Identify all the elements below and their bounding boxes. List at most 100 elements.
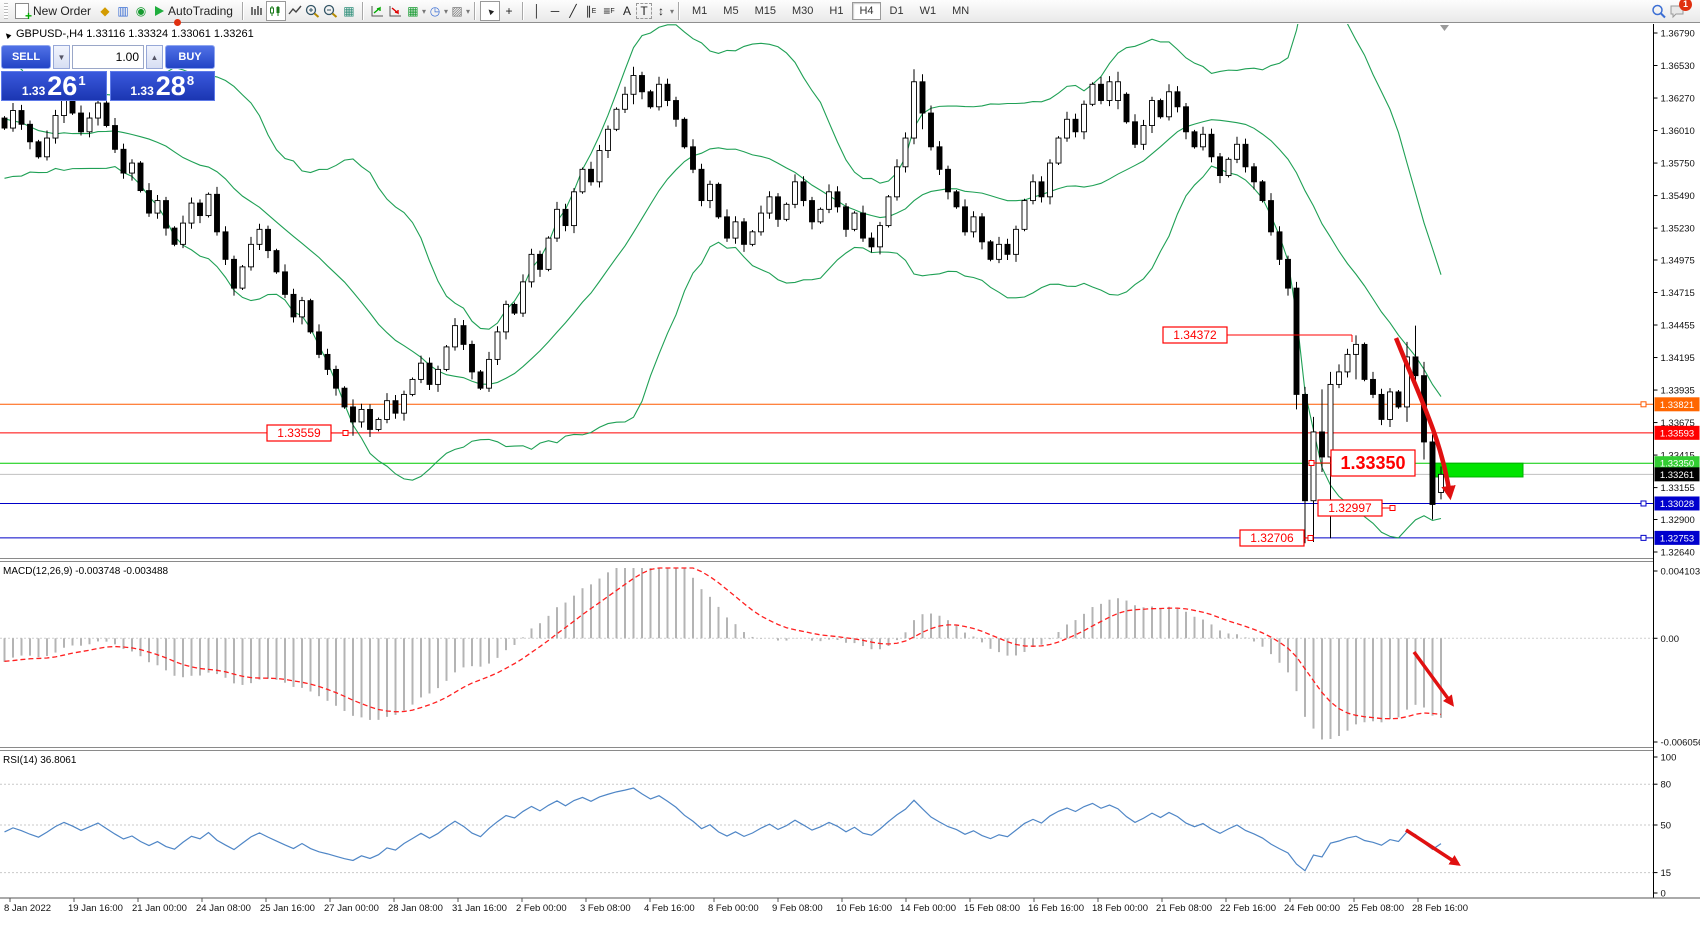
price-annotation-box[interactable] (1330, 449, 1416, 477)
axis-tick-label: 1.33155 (1661, 483, 1695, 494)
timeframe-button-M1[interactable]: M1 (692, 5, 708, 17)
time-axis-label: 10 Feb 16:00 (836, 903, 892, 914)
template-icon[interactable]: ▨ (451, 4, 463, 18)
candle-body (868, 237, 875, 248)
charts-window-icon[interactable]: ▥ (117, 4, 129, 18)
candle-body (698, 168, 705, 202)
fibonacci-tool-icon[interactable]: ≡ F (603, 4, 615, 18)
price-tag (1654, 425, 1700, 440)
new-order-button[interactable]: New Order (10, 1, 96, 23)
vertical-line-tool-icon[interactable]: │ (533, 4, 541, 18)
bollinger-bands (4, 24, 1442, 539)
candle-body (392, 400, 399, 414)
time-axis-label: 25 Feb 08:00 (1348, 903, 1404, 914)
tile-windows-icon[interactable]: ▦ (343, 4, 355, 18)
dropdown-icon[interactable]: ▾ (670, 6, 675, 16)
candle-body (1030, 181, 1036, 202)
candle-body (766, 196, 773, 214)
rsi-axis-label: 0 (1661, 889, 1666, 900)
candle-body (1353, 343, 1359, 355)
candle-body (1208, 133, 1215, 158)
channel-tool-icon[interactable]: ∥ E (585, 4, 597, 18)
arrows-tool-icon[interactable]: ↕ (658, 4, 664, 18)
signals-icon[interactable]: ◉ (135, 4, 147, 18)
candle-body (120, 148, 127, 174)
buy-button[interactable]: BUY (165, 45, 215, 69)
candle-body (10, 110, 16, 129)
dropdown-icon[interactable]: ▾ (465, 6, 470, 16)
axis-tick-label: 1.33935 (1661, 386, 1695, 397)
candle-body (1072, 118, 1079, 133)
zoom-in-icon[interactable] (304, 2, 322, 20)
price-annotation-box[interactable] (1162, 326, 1228, 344)
level-anchor[interactable] (1640, 534, 1647, 541)
price-annotation-box[interactable] (1317, 499, 1383, 517)
shift-marker-icon[interactable] (1440, 25, 1449, 31)
axis-tick-label: 1.35490 (1661, 191, 1695, 202)
timeframe-button-H1[interactable]: H1 (829, 5, 844, 17)
crosshair-tool-icon[interactable]: + (505, 4, 513, 18)
volume-increase-button[interactable]: ▲ (146, 45, 163, 69)
cursor-tool-icon[interactable]: ▲ (480, 1, 500, 21)
yellow-arrow-icon[interactable]: ◆ (100, 4, 110, 18)
volume-decrease-button[interactable]: ▼ (53, 45, 70, 69)
price-annotation-box[interactable] (266, 424, 332, 442)
search-icon[interactable] (1650, 2, 1668, 20)
time-axis-label: 4 Feb 16:00 (644, 903, 695, 914)
trendline-tool-icon[interactable]: ╱ (569, 4, 577, 18)
time-axis-label: 15 Feb 08:00 (964, 903, 1020, 914)
candle-body (27, 123, 33, 143)
zoom-out-icon[interactable] (322, 2, 340, 20)
candle-body (588, 168, 594, 183)
timeframe-button-M5[interactable]: M5 (723, 5, 739, 17)
level-anchor[interactable] (1640, 401, 1647, 408)
candle-body (622, 93, 628, 110)
timeframe-button-MN[interactable]: MN (952, 5, 970, 17)
candle-body (571, 191, 577, 227)
candlestick-chart-icon[interactable] (265, 1, 286, 21)
timeframe-button-D1[interactable]: D1 (889, 5, 904, 17)
text-label-tool-icon[interactable]: T (636, 3, 652, 19)
candle-body (1081, 103, 1087, 133)
red-arrow-annotation[interactable] (1412, 650, 1454, 707)
candle-body (44, 137, 50, 158)
red-arrow-annotation[interactable] (1393, 337, 1456, 501)
chat-icon[interactable]: 1 (1668, 0, 1692, 20)
toolbar-grip[interactable] (4, 3, 8, 19)
period-clock-icon[interactable]: ◷ (429, 4, 441, 18)
timeframe-button-M15[interactable]: M15 (754, 5, 776, 17)
candle-body (1021, 200, 1028, 230)
timeframe-button-M30[interactable]: M30 (791, 5, 814, 17)
candle-body (1004, 243, 1011, 255)
candle-body (1429, 441, 1436, 505)
macd-signal-line (4, 567, 1442, 720)
macd-axis-label: 0.004103 (1661, 567, 1700, 578)
dropdown-icon[interactable]: ▾ (421, 6, 426, 16)
level-anchor[interactable] (1640, 500, 1647, 507)
dropdown-icon[interactable]: ▾ (443, 6, 448, 16)
timeframe-button-H4[interactable]: H4 (852, 2, 881, 20)
time-axis-label: 21 Feb 08:00 (1156, 903, 1212, 914)
text-tool-icon[interactable]: A (622, 4, 631, 18)
horizontal-line-tool-icon[interactable]: ─ (550, 4, 560, 18)
price-annotation-box[interactable] (1239, 529, 1305, 547)
new-chart-icon[interactable]: ▦ (407, 4, 419, 18)
line-chart-icon[interactable] (286, 2, 304, 20)
bar-chart-icon[interactable] (248, 2, 266, 20)
volume-input[interactable] (72, 45, 144, 69)
red-arrow-annotation[interactable] (1405, 828, 1461, 866)
timeframe-button-W1[interactable]: W1 (919, 5, 937, 17)
bollinger-line (4, 165, 1442, 539)
candle-body (103, 102, 110, 126)
sell-button[interactable]: SELL (1, 45, 51, 69)
sell-price-panel[interactable]: 1.33 26 1 (1, 71, 107, 101)
buy-price-panel[interactable]: 1.33 28 8 (109, 71, 215, 101)
axis-tick-label: 1.34975 (1661, 255, 1695, 266)
candle-body (1361, 343, 1368, 380)
profile-bearish-icon[interactable] (386, 2, 404, 20)
autotrading-button[interactable]: AutoTrading (150, 2, 238, 26)
profile-bullish-icon[interactable] (368, 2, 386, 20)
candle-body (154, 200, 161, 214)
candle-body (843, 206, 849, 230)
